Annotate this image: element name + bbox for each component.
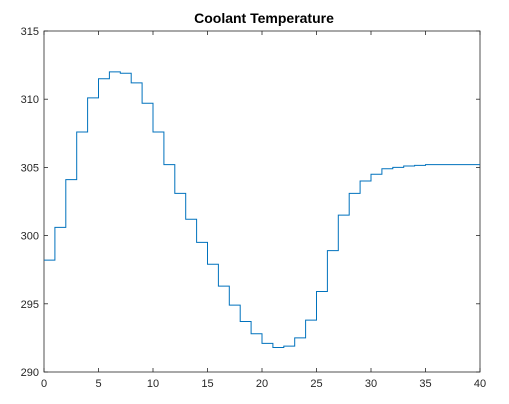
y-tick-label: 315 [21,26,39,38]
y-tick-label: 305 [21,162,39,174]
x-tick-label: 15 [201,378,213,390]
tick-labels: 0 5 10 15 20 25 30 35 40 290 295 300 305 310 315 [21,26,486,390]
x-tick-label: 25 [310,378,322,390]
chart-title: Coolant Temperature [194,10,334,26]
x-tick-label: 40 [474,378,486,390]
x-tick-label: 10 [147,378,159,390]
series-line [44,71,480,348]
x-tick-label: 30 [365,378,377,390]
x-tick-label: 20 [256,378,268,390]
y-tick-label: 290 [21,367,39,379]
y-tick-label: 310 [21,94,39,106]
x-tick-label: 35 [419,378,431,390]
x-tick-label: 5 [95,378,101,390]
y-tick-label: 300 [21,231,39,243]
plot-area [43,30,481,373]
y-tick-label: 295 [21,299,39,311]
x-tick-label: 0 [41,378,47,390]
axis-ticks [43,30,481,373]
